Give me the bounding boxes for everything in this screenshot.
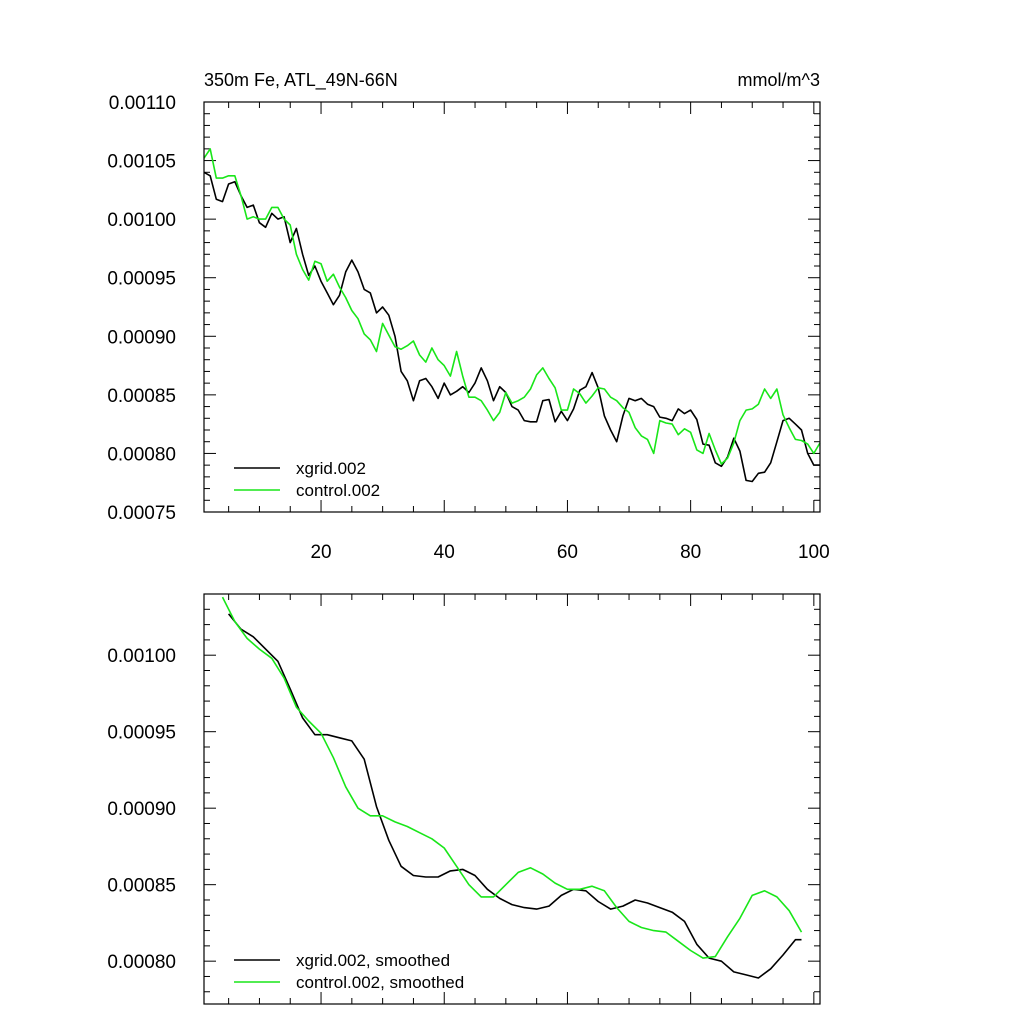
y-tick-label: 0.00095 — [107, 269, 176, 290]
series-line-xgrid — [203, 171, 820, 483]
legend-label: control.002, smoothed — [296, 973, 464, 992]
series-lines — [203, 148, 821, 483]
plot-frame — [203, 593, 821, 1005]
y-tick-label: 0.00100 — [107, 646, 176, 667]
legend-label: xgrid.002, smoothed — [296, 951, 450, 970]
y-tick-label: 0.00095 — [107, 723, 176, 744]
y-tick-label: 0.00085 — [107, 876, 176, 897]
y-tick-label: 0.00100 — [107, 210, 176, 231]
y-tick-label: 0.00090 — [107, 799, 176, 820]
bottom-panel: 0.00080 0.00085 0.00090 0.00095 0.00100 xgri… — [107, 593, 821, 1005]
series-lines — [221, 596, 803, 979]
y-tick-label: 0.00105 — [107, 152, 176, 173]
legend: xgrid.002, smoothed control.002, smoothed — [234, 951, 464, 992]
x-tick-label: 40 — [434, 542, 455, 563]
y-tick-labels: 0.00075 0.00080 0.00085 0.00090 0.00095 0.001… — [107, 93, 176, 524]
x-tick-label: 60 — [557, 542, 578, 563]
series-line-control — [203, 148, 821, 465]
x-tick-label: 80 — [680, 542, 701, 563]
series-line-xgrid — [227, 613, 802, 979]
legend-label: xgrid.002 — [296, 459, 366, 478]
x-tick-labels: 20 40 60 80 100 — [310, 542, 829, 563]
y-tick-label: 0.00075 — [107, 503, 176, 524]
y-tick-label: 0.00110 — [109, 93, 176, 114]
y-tick-label: 0.00090 — [107, 327, 176, 348]
y-tick-label: 0.00080 — [107, 952, 176, 973]
legend: xgrid.002 control.002 — [234, 459, 380, 500]
chart-title: 350m Fe, ATL_49N-66N — [204, 70, 398, 91]
top-panel: 350m Fe, ATL_49N-66N mmol/m^3 0.000750.0… — [107, 70, 829, 563]
units-label: mmol/m^3 — [738, 70, 820, 90]
tick-marks — [204, 593, 820, 1004]
y-tick-label: 0.00080 — [107, 444, 176, 465]
y-tick-label: 0.00085 — [107, 386, 176, 407]
x-tick-label: 100 — [798, 542, 830, 563]
legend-label: control.002 — [296, 481, 380, 500]
series-line-control — [221, 596, 803, 959]
x-tick-label: 20 — [310, 542, 331, 563]
tick-marks — [204, 101, 820, 513]
plot-frame — [203, 101, 821, 513]
y-tick-labels: 0.00080 0.00085 0.00090 0.00095 0.00100 — [107, 646, 176, 973]
